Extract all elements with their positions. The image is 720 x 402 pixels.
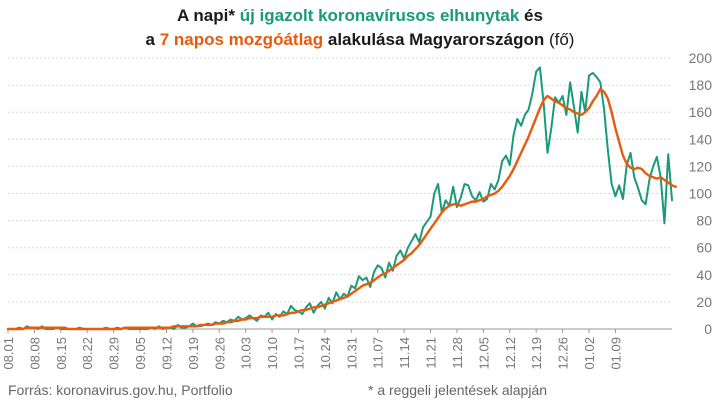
y-tick-label: 140 bbox=[689, 131, 713, 147]
title-suffix-2: alakulása Magyarországon bbox=[323, 30, 549, 49]
x-tick-label: 10.10 bbox=[265, 337, 280, 370]
y-tick-label: 160 bbox=[689, 104, 713, 120]
x-tick-label: 12.19 bbox=[529, 337, 544, 370]
daily-deaths-line bbox=[7, 66, 673, 330]
x-tick-label: 12.26 bbox=[556, 337, 571, 370]
y-tick-label: 60 bbox=[696, 240, 712, 256]
y-tick-label: 180 bbox=[689, 77, 713, 93]
x-tick-label: 12.12 bbox=[503, 337, 518, 370]
x-tick-label: 10.03 bbox=[239, 337, 254, 370]
y-tick-label: 200 bbox=[689, 50, 713, 66]
grid-lines bbox=[8, 57, 672, 330]
x-tick-label: 11.14 bbox=[397, 337, 412, 369]
x-tick-label: 09.05 bbox=[133, 337, 148, 370]
title-line-2: a 7 napos mozgóátlag alakulása Magyarors… bbox=[0, 28, 720, 52]
chart-title: A napi* új igazolt koronavírusos elhunyt… bbox=[0, 4, 720, 52]
title-green-part: új igazolt koronavírusos elhunytak bbox=[239, 6, 520, 25]
x-tick-label: 11.07 bbox=[371, 337, 386, 369]
title-line-1: A napi* új igazolt koronavírusos elhunyt… bbox=[0, 4, 720, 28]
footnote: * a reggeli jelentések alapján bbox=[368, 382, 548, 398]
source-note: Forrás: koronavirus.gov.hu, Portfolio bbox=[8, 382, 233, 398]
y-tick-label: 20 bbox=[696, 294, 712, 310]
x-tick-label: 10.24 bbox=[318, 337, 333, 370]
x-tick-label: 10.17 bbox=[292, 337, 307, 370]
x-tick-label: 12.05 bbox=[476, 337, 491, 370]
x-axis-ticks: 08.01 08.08 08.15 08.22 08.29 09.05 09.12 09.19… bbox=[1, 329, 623, 370]
y-tick-label: 80 bbox=[696, 213, 712, 229]
title-prefix-2: a bbox=[145, 30, 160, 49]
x-tick-label: 09.12 bbox=[159, 337, 174, 370]
y-tick-label: 0 bbox=[704, 321, 712, 337]
x-tick-label: 08.22 bbox=[80, 337, 95, 370]
x-tick-label: 09.26 bbox=[212, 337, 227, 370]
series-lines bbox=[6, 66, 677, 331]
moving-average-line bbox=[6, 87, 677, 331]
x-tick-label: 08.08 bbox=[27, 337, 42, 370]
x-tick-label: 08.01 bbox=[1, 337, 16, 370]
x-tick-label: 11.21 bbox=[424, 337, 439, 369]
title-unit: (fő) bbox=[548, 30, 575, 49]
x-tick-label: 08.15 bbox=[54, 337, 69, 370]
title-prefix-1: A napi* bbox=[177, 6, 240, 25]
x-tick-label: 01.02 bbox=[582, 337, 597, 370]
x-tick-label: 09.19 bbox=[186, 337, 201, 370]
x-tick-label: 11.28 bbox=[450, 337, 465, 369]
title-orange-part: 7 napos mozgóátlag bbox=[159, 30, 324, 49]
y-tick-label: 120 bbox=[689, 158, 713, 174]
y-tick-label: 100 bbox=[689, 186, 713, 202]
x-tick-label: 01.09 bbox=[608, 337, 623, 370]
x-tick-label: 10.31 bbox=[344, 337, 359, 370]
y-tick-label: 40 bbox=[696, 267, 712, 283]
title-suffix-1: és bbox=[519, 6, 543, 25]
x-tick-label: 08.29 bbox=[107, 337, 122, 370]
